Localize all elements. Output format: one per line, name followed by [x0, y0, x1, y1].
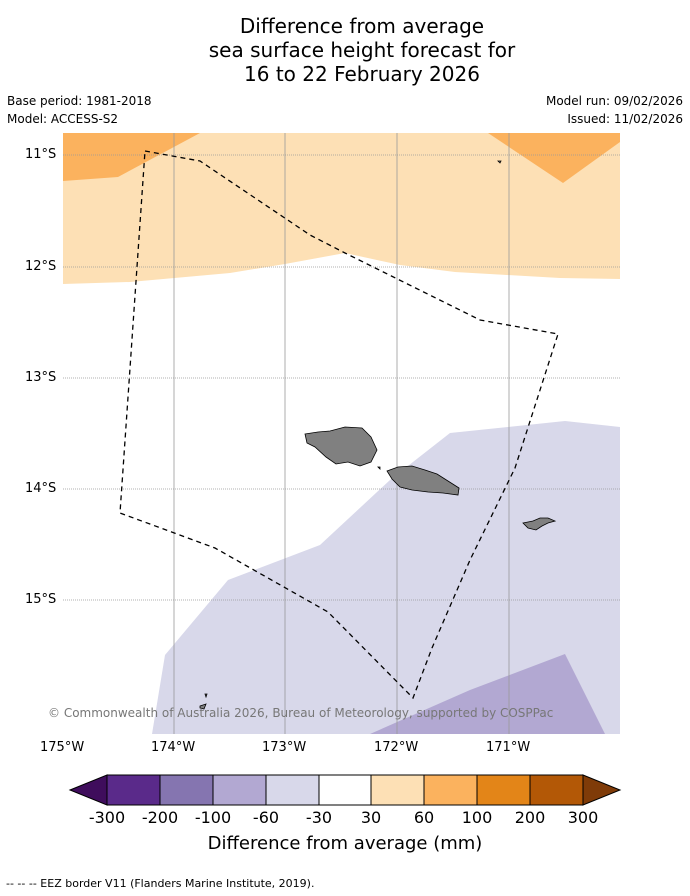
colorbar	[68, 774, 622, 806]
eez-footnote: -- -- -- EEZ border V11 (Flanders Marine…	[6, 877, 315, 890]
colorbar-tick-label: -300	[88, 808, 126, 827]
lon-label-171w: 171°W	[486, 740, 531, 755]
colorbar-bin-1	[106, 774, 161, 806]
title-line-2: sea surface height forecast for	[208, 38, 516, 62]
lat-label-15s: 15°S	[25, 592, 57, 607]
title-line-3: 16 to 22 February 2026	[244, 62, 480, 86]
island-upolu	[386, 465, 460, 496]
island-tutuila	[522, 517, 557, 531]
island-savaii	[304, 426, 378, 467]
colorbar-extend-high	[582, 774, 622, 806]
lat-label-14s: 14°S	[25, 481, 57, 496]
contour-60-100mm-east	[488, 133, 620, 183]
colorbar-tick-label: 30	[360, 808, 382, 827]
lon-label-174w: 174°W	[151, 740, 196, 755]
title-line-1: Difference from average	[239, 14, 485, 38]
lat-label-13s: 13°S	[25, 370, 57, 385]
contour-30-60mm	[63, 133, 620, 284]
contour-60-100mm-west	[63, 133, 200, 181]
lat-label-11s: 11°S	[25, 147, 57, 162]
model-run-date: Model run: 09/02/2026	[545, 94, 683, 108]
colorbar-bin-8	[476, 774, 531, 806]
colorbar-tick-label: 200	[514, 808, 546, 827]
map-panel	[63, 133, 620, 734]
colorbar-tick-label: 100	[461, 808, 493, 827]
base-period: Base period: 1981-2018	[7, 94, 152, 108]
colorbar-tick-label: -30	[305, 808, 333, 827]
copyright-notice: © Commonwealth of Australia 2026, Bureau…	[48, 706, 554, 720]
issued-date: Issued: 11/02/2026	[567, 112, 683, 126]
colorbar-extend-low	[68, 774, 108, 806]
contour-minus30-minus60mm	[152, 421, 620, 734]
island-small-sw-2	[204, 693, 208, 699]
lon-label-172w: 172°W	[374, 740, 419, 755]
island-swains	[497, 160, 502, 164]
lat-label-12s: 12°S	[25, 259, 57, 274]
colorbar-bin-4	[265, 774, 320, 806]
colorbar-bin-2	[159, 774, 214, 806]
island-small-sw	[199, 703, 207, 710]
lon-label-175w: 175°W	[40, 740, 85, 755]
map-title: Difference from average sea surface heig…	[0, 14, 690, 86]
land	[199, 160, 557, 710]
colorbar-title: Difference from average (mm)	[207, 833, 483, 854]
colorbar-tick-label: -200	[141, 808, 179, 827]
gridlines	[63, 133, 620, 734]
colorbar-bin-7	[423, 774, 478, 806]
island-apolima	[377, 466, 381, 470]
colorbar-bin-3	[212, 774, 267, 806]
colorbar-bin-5	[318, 774, 372, 806]
colorbar-tick-label: -60	[252, 808, 280, 827]
colorbar-tick-label: 300	[567, 808, 599, 827]
contour-minus60-minus100mm	[370, 654, 605, 734]
colorbar-bin-6	[370, 774, 425, 806]
eez-border	[119, 150, 559, 700]
model-name: Model: ACCESS-S2	[7, 112, 119, 126]
colorbar-tick-label: 60	[413, 808, 435, 827]
lon-label-173w: 173°W	[262, 740, 307, 755]
colorbar-bin-9	[529, 774, 584, 806]
colorbar-tick-label: -100	[194, 808, 232, 827]
